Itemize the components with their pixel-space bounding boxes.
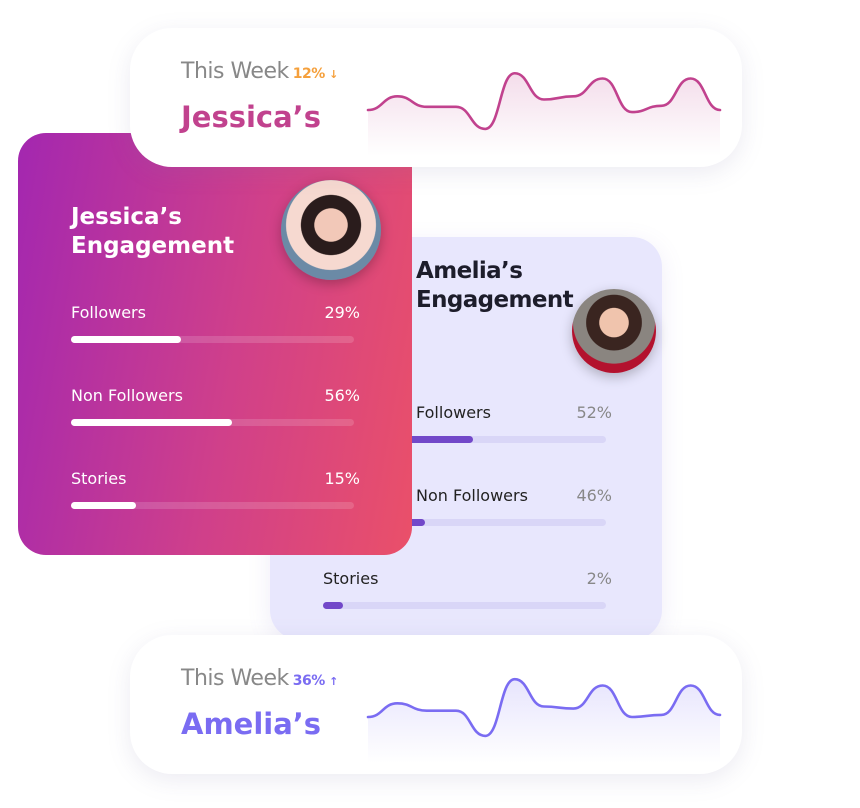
sparkline-area [368,73,720,156]
jessica-engagement-card: Jessica’s Engagement Followers 29% Non Foll… [18,133,412,555]
metric-label: Stories [71,469,127,488]
amelia-avatar [572,289,656,373]
arrow-up-icon: ↑ [329,675,338,688]
progress-fill [71,502,137,509]
sparkline-line [366,677,722,738]
metric-label: Followers [71,303,146,322]
jessica-weekly-card: This Week 12% ↓ Jessica’s [130,28,742,167]
progress-track [323,602,606,609]
sparkline-chart [366,677,722,763]
week-percent: 36% ↑ [292,673,339,689]
progress-fill [71,336,182,343]
user-name: Amelia’s [181,707,322,741]
metric-value: 46% [576,486,612,505]
metric-label: Non Followers [71,386,183,405]
amelia-weekly-card: This Week 36% ↑ Amelia’s [130,635,742,774]
week-percent: 12% ↓ [292,66,339,82]
progress-track [71,502,354,509]
metric-value: 15% [324,469,360,488]
metric-stories: Stories 2% [323,569,612,611]
arrow-down-icon: ↓ [329,68,338,81]
card-title: Jessica’s Engagement [71,204,235,259]
metric-followers: Followers 29% [71,303,360,345]
sparkline-line [366,71,722,131]
metric-value: 52% [576,403,612,422]
jessica-avatar [281,180,381,280]
metric-value: 2% [586,569,612,588]
progress-track [71,419,354,426]
card-title: Amelia’s Engagement [416,258,574,313]
progress-fill [323,602,343,609]
metric-label: Stories [323,569,379,588]
metric-label: Followers [416,403,491,422]
metric-value: 56% [324,386,360,405]
progress-track [71,336,354,343]
metric-stories: Stories 15% [71,469,360,511]
sparkline-chart [366,71,722,156]
metric-label: Non Followers [416,486,528,505]
user-name: Jessica’s [181,100,321,134]
metric-value: 29% [324,303,360,322]
week-label: This Week 36% ↑ [181,666,338,691]
sparkline-area [368,679,720,763]
progress-fill [71,419,233,426]
metric-non-followers: Non Followers 56% [71,386,360,428]
week-label: This Week 12% ↓ [181,59,338,84]
